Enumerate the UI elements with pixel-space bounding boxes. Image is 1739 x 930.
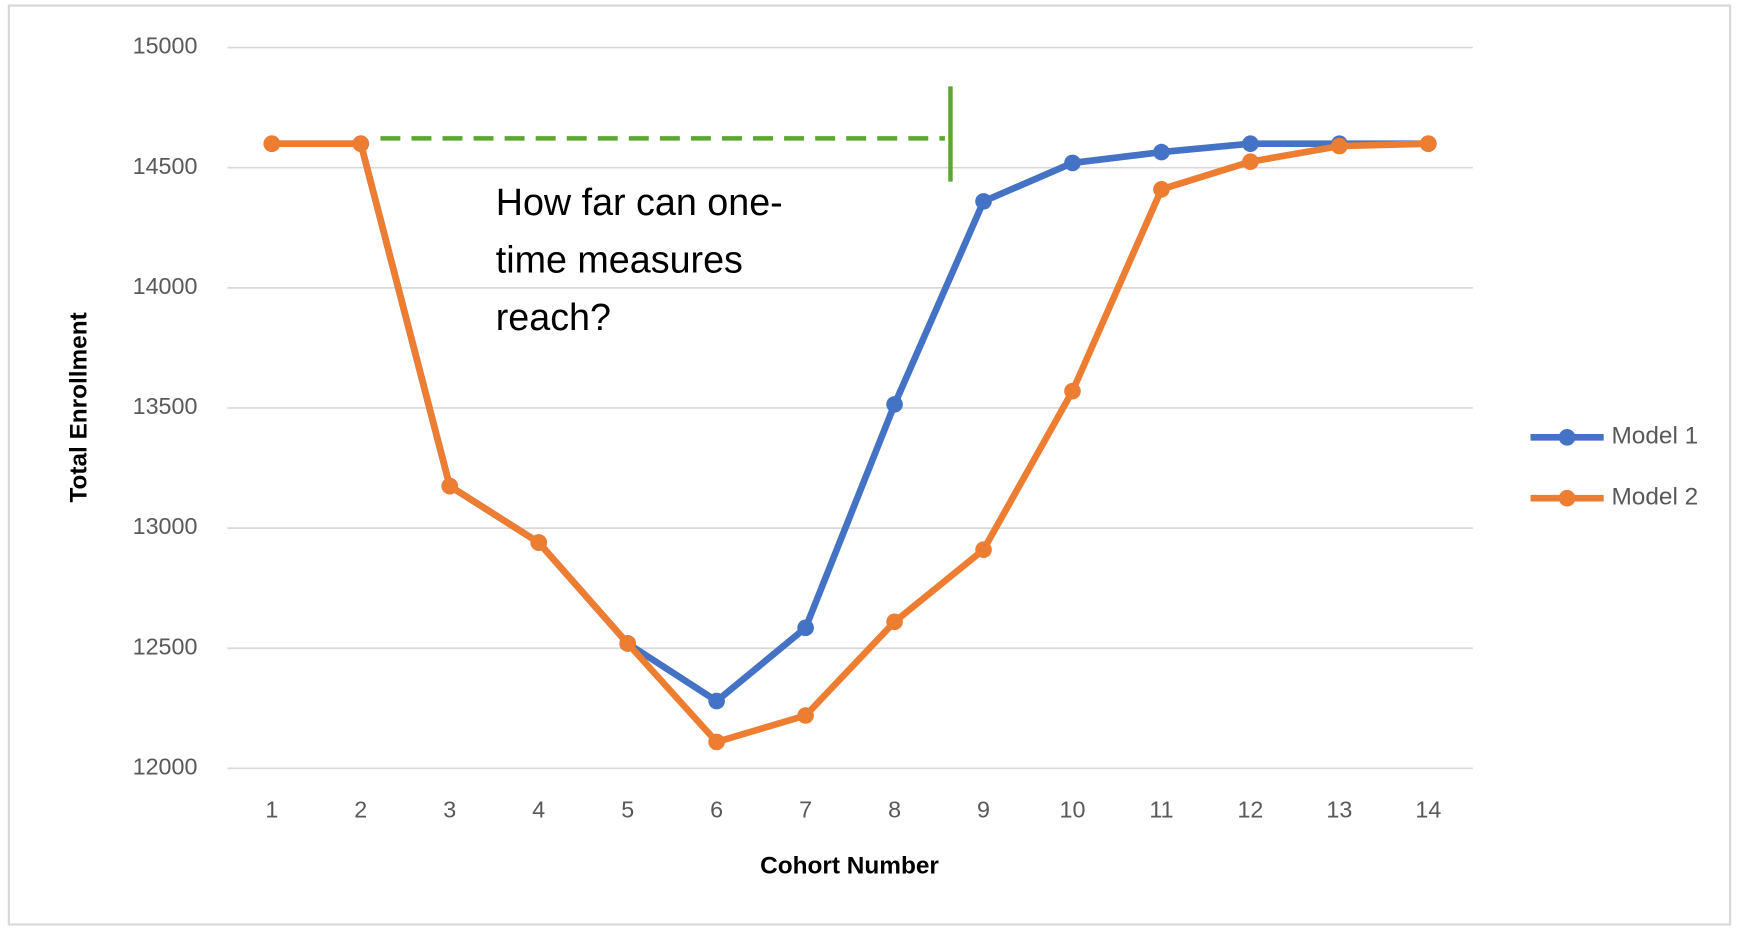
data-point [1153,143,1170,161]
data-point [975,193,992,210]
annotation: time measures [496,238,743,280]
data-point [1242,135,1259,153]
legend-marker [1558,489,1576,507]
y-tick-label: 12500 [133,633,198,659]
x-tick-label: 10 [1060,797,1086,823]
x-tick-label: 13 [1326,797,1352,823]
data-point [708,692,725,710]
data-point [619,635,637,652]
x-tick-label: 3 [443,797,456,823]
data-point [352,135,370,153]
y-tick-label: 13500 [133,393,198,419]
x-tick-label: 5 [621,797,634,823]
data-point [1331,137,1348,155]
legend-marker [1558,429,1576,446]
x-tick-label: 1 [265,797,278,823]
data-point [886,613,903,631]
x-tick-label: 2 [354,797,367,823]
data-point [1064,382,1081,400]
data-point [1242,153,1259,171]
x-tick-label: 6 [710,797,723,823]
data-point [530,534,548,551]
data-point [1064,154,1081,172]
data-point [441,477,459,495]
y-tick-label: 13000 [133,513,198,539]
x-tick-label: 11 [1149,797,1173,823]
x-tick-label: 4 [532,797,545,823]
data-point [975,541,992,559]
y-tick-label: 14000 [133,273,198,299]
series-line [271,140,1429,746]
x-tick-label: 7 [799,797,812,823]
x-tick-label: 9 [977,797,990,823]
data-point [1420,135,1437,153]
annotation: reach? [496,296,611,338]
y-tick-label: 15000 [133,33,198,59]
annotation: How far can one- [496,181,783,223]
y-tick-label: 12000 [133,754,198,780]
y-axis-title: Total Enrollment [65,312,92,502]
legend-label: Model 2 [1611,484,1698,511]
y-tick-label: 14500 [133,153,198,179]
x-tick-label: 12 [1237,797,1263,823]
legend-label: Model 1 [1611,423,1698,450]
data-point [263,135,281,153]
data-point [797,619,814,637]
x-axis-title: Cohort Number [760,852,939,879]
data-point [708,733,725,751]
x-tick-label: 14 [1415,797,1441,823]
data-point [1153,181,1170,198]
x-tick-label: 8 [888,797,901,823]
data-point [886,396,903,413]
data-point [797,707,814,724]
